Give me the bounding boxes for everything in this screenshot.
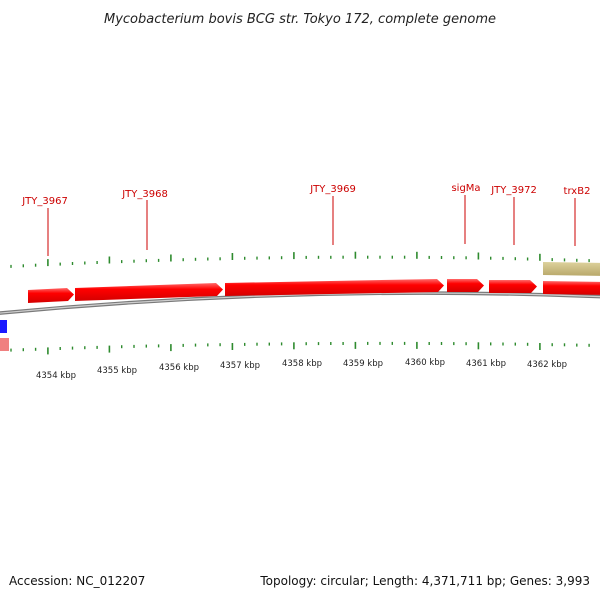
genome-backbone-highlight <box>0 292 600 314</box>
upper-tick-row <box>10 251 590 268</box>
gene-labels: JTY_3967 JTY_3968 JTY_3969 sigMa JTY_397… <box>21 183 590 256</box>
gene-label-trxb2[interactable]: trxB2 <box>564 186 591 197</box>
scale-labels: 4354 kbp 4355 kbp 4356 kbp 4357 kbp 4358… <box>36 358 567 381</box>
gene-arrow-jty-3967[interactable] <box>28 288 74 303</box>
scale-label: 4361 kbp <box>466 359 506 369</box>
gene-label-jty-3972[interactable]: JTY_3972 <box>490 185 537 196</box>
forward-strand-genes <box>28 262 600 303</box>
reverse-feature-blue[interactable] <box>0 320 7 333</box>
gene-label-jty-3968[interactable]: JTY_3968 <box>121 189 168 200</box>
gene-arrow-jty-3968[interactable] <box>75 283 223 301</box>
gene-label-sigma[interactable]: sigMa <box>451 183 480 194</box>
misc-feature-bar[interactable] <box>543 262 600 276</box>
scale-label: 4356 kbp <box>159 363 199 373</box>
lower-tick-row <box>10 341 590 355</box>
genome-summary-text: Topology: circular; Length: 4,371,711 bp… <box>260 574 590 588</box>
gene-label-jty-3969[interactable]: JTY_3969 <box>309 184 356 195</box>
scale-label: 4357 kbp <box>220 361 260 371</box>
scale-label: 4354 kbp <box>36 371 76 381</box>
gene-label-jty-3967[interactable]: JTY_3967 <box>21 196 68 207</box>
accession-text: Accession: NC_012207 <box>9 574 146 588</box>
gene-arrow-jty-3969[interactable] <box>225 279 444 296</box>
gene-arrow-jty-3972[interactable] <box>489 280 537 293</box>
gene-arrow-trxb2[interactable] <box>543 281 600 295</box>
scale-label: 4358 kbp <box>282 359 322 369</box>
gene-arrow-sigma[interactable] <box>447 279 484 292</box>
scale-label: 4355 kbp <box>97 366 137 376</box>
map-title: Mycobacterium bovis BCG str. Tokyo 172, … <box>104 12 496 27</box>
reverse-gene-light[interactable] <box>0 338 9 351</box>
scale-label: 4359 kbp <box>343 359 383 369</box>
scale-label: 4360 kbp <box>405 358 445 368</box>
scale-label: 4362 kbp <box>527 360 567 370</box>
